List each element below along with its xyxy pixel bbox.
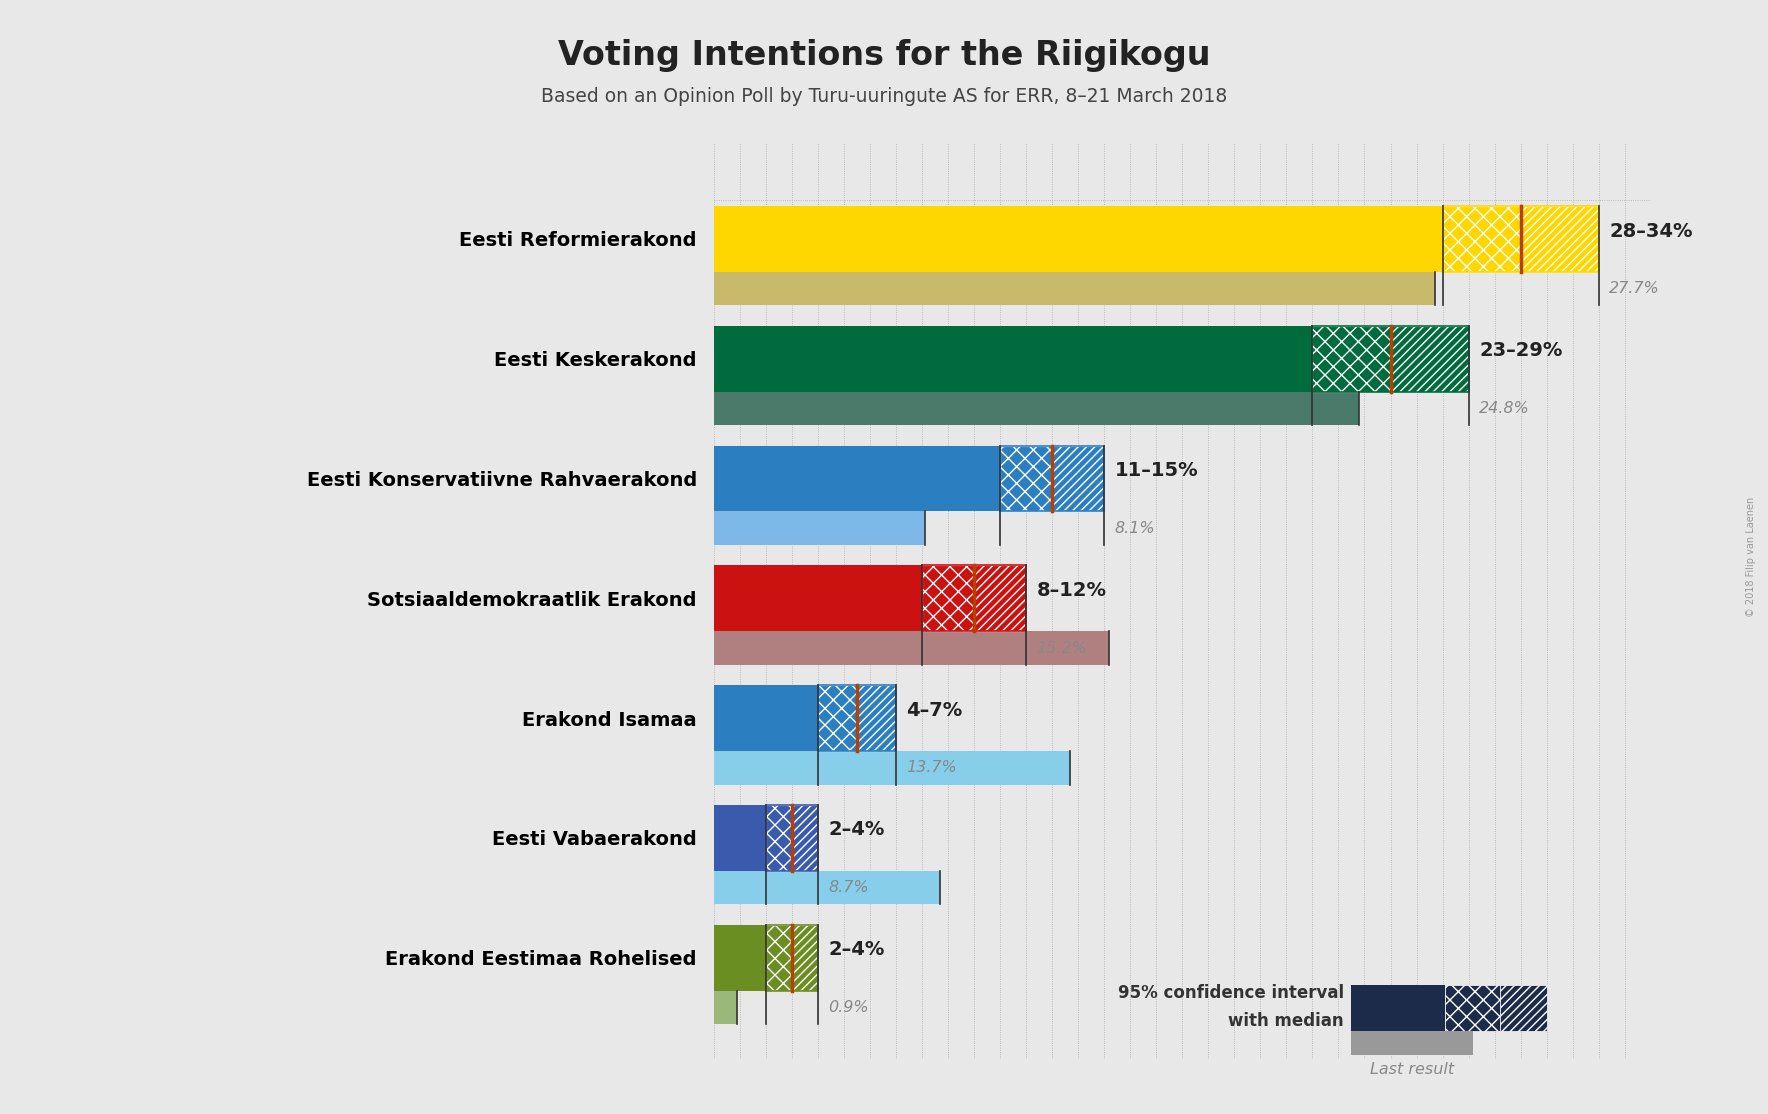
Text: 8.1%: 8.1% [1114,520,1155,536]
Text: with median: with median [1229,1012,1344,1029]
Bar [792,925,819,990]
Text: 2–4%: 2–4% [827,821,884,840]
Text: 13.7%: 13.7% [907,760,956,775]
Bar [857,685,896,751]
Bar [1052,446,1105,511]
Bar [857,685,896,751]
Bar [1351,1030,1473,1055]
Bar [714,272,1436,305]
Bar [1444,985,1499,1030]
Text: 28–34%: 28–34% [1609,222,1692,241]
Bar [921,566,1025,632]
Text: 24.8%: 24.8% [1480,401,1529,416]
Bar [714,871,941,905]
Bar [974,566,1025,632]
Bar [714,805,766,871]
Bar [714,325,1312,392]
Text: Based on an Opinion Poll by Turu-uuringute AS for ERR, 8–21 March 2018: Based on an Opinion Poll by Turu-uuringu… [541,87,1227,106]
Bar [921,566,974,632]
Text: 95% confidence interval: 95% confidence interval [1117,984,1344,1001]
Bar [819,685,857,751]
Bar [766,805,819,871]
Bar [1001,446,1052,511]
Bar [819,685,857,751]
Bar [1443,206,1520,272]
Bar [819,685,896,751]
Text: 15.2%: 15.2% [1036,641,1087,655]
Bar [766,925,792,990]
Bar [1312,325,1390,392]
Bar [1390,325,1469,392]
Bar [1390,325,1469,392]
Text: 4–7%: 4–7% [907,701,962,720]
Text: Voting Intentions for the Riigikogu: Voting Intentions for the Riigikogu [557,39,1211,72]
Bar [921,566,974,632]
Text: 11–15%: 11–15% [1114,461,1199,480]
Bar [766,805,792,871]
Bar [1312,325,1469,392]
Bar [766,925,819,990]
Bar [714,685,819,751]
Bar [714,206,1443,272]
Bar [1351,985,1444,1030]
Text: 2–4%: 2–4% [827,940,884,959]
Bar [1499,985,1547,1030]
Text: 23–29%: 23–29% [1480,341,1563,360]
Bar [714,751,1070,784]
Bar [714,990,737,1024]
Bar [714,925,766,990]
Text: 8.7%: 8.7% [827,880,868,895]
Bar [792,805,819,871]
Bar [1443,206,1598,272]
Bar [766,805,792,871]
Text: Last result: Last result [1370,1062,1453,1077]
Bar [714,566,921,632]
Bar [792,925,819,990]
Bar [1312,325,1390,392]
Text: 8–12%: 8–12% [1036,580,1107,600]
Bar [714,446,1001,511]
Bar [1443,206,1520,272]
Bar [714,392,1360,426]
Bar [714,632,1109,665]
Bar [766,925,792,990]
Text: 0.9%: 0.9% [827,1000,868,1015]
Bar [1001,446,1052,511]
Bar [1001,446,1105,511]
Bar [1520,206,1598,272]
Bar [1052,446,1105,511]
Bar [792,805,819,871]
Text: © 2018 Filip van Laenen: © 2018 Filip van Laenen [1745,497,1756,617]
Bar [974,566,1025,632]
Bar [714,511,925,545]
Text: 27.7%: 27.7% [1609,281,1660,296]
Bar [1520,206,1598,272]
